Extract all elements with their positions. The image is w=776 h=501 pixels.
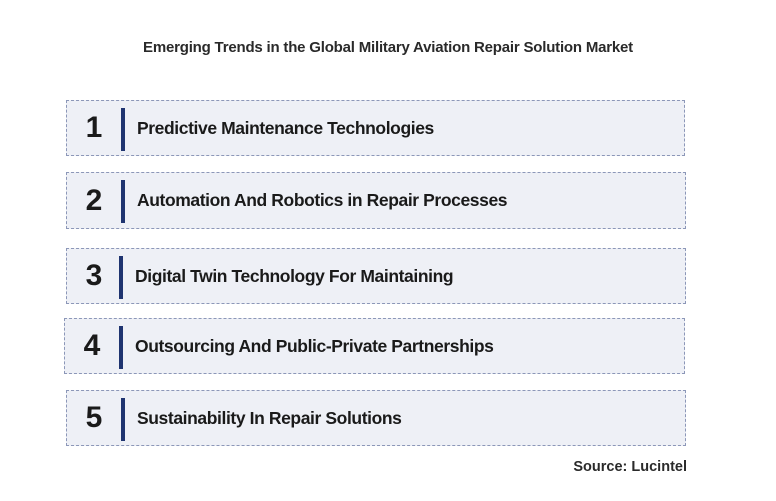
- trend-label: Digital Twin Technology For Maintaining: [135, 265, 454, 286]
- trend-item-4: 4 Outsourcing And Public-Private Partner…: [64, 318, 685, 374]
- trend-divider-bar: [121, 108, 125, 151]
- trend-divider-bar: [119, 326, 123, 369]
- trend-item-2: 2 Automation And Robotics in Repair Proc…: [66, 172, 686, 229]
- trend-divider-bar: [121, 398, 125, 441]
- trend-number: 3: [85, 259, 103, 292]
- trend-label: Outsourcing And Public-Private Partnersh…: [135, 335, 494, 356]
- trend-number: 1: [85, 111, 103, 144]
- trend-divider-bar: [121, 180, 125, 223]
- trend-label: Sustainability In Repair Solutions: [137, 407, 402, 428]
- diagram-title: Emerging Trends in the Global Military A…: [143, 39, 633, 56]
- trend-number: 2: [85, 183, 103, 217]
- trend-item-3: 3 Digital Twin Technology For Maintainin…: [66, 248, 686, 304]
- trend-label: Automation And Robotics in Repair Proces…: [137, 190, 508, 210]
- source-credit: Source: Lucintel: [573, 459, 687, 475]
- trend-label: Predictive Maintenance Technologies: [137, 117, 434, 138]
- trend-number: 4: [83, 329, 101, 362]
- trend-number: 5: [85, 401, 103, 434]
- trend-item-1: 1 Predictive Maintenance Technologies: [66, 100, 685, 156]
- trend-item-5: 5 Sustainability In Repair Solutions: [66, 390, 686, 446]
- trend-divider-bar: [119, 256, 123, 299]
